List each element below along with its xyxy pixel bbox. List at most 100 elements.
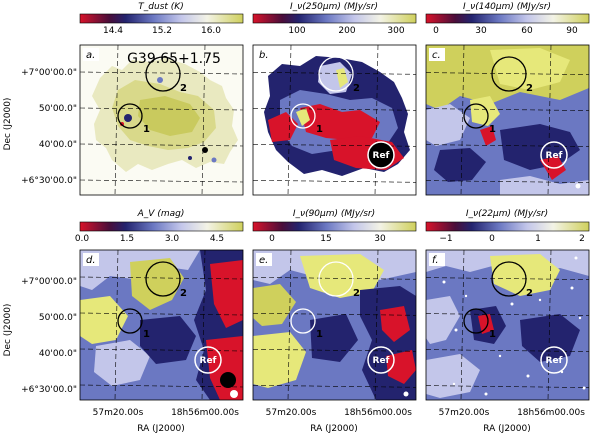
grid-line	[425, 313, 590, 316]
cbar-tick: 90	[566, 26, 578, 36]
source-2-label: 2	[526, 288, 533, 299]
grid-line	[252, 108, 417, 111]
ra-tick: 57m20.00s	[93, 408, 144, 418]
grid-line	[252, 144, 417, 147]
source-1-circle	[463, 308, 489, 334]
source-2-label: 2	[526, 83, 533, 94]
panel-d: A_V (mag) 0.0 1.5 3.0 4.5	[75, 209, 244, 401]
dec-tick: +7°00'00.0"	[21, 68, 77, 78]
source-1-label: 1	[143, 124, 150, 135]
cbar-tick: 300	[387, 26, 404, 36]
panel-overlay: 2 1 Ref e.	[252, 249, 417, 401]
grid-line	[425, 349, 590, 352]
grid-line	[425, 385, 590, 388]
panel-e-title: I_ν(90μm) (MJy/sr)	[293, 209, 375, 219]
grid-line	[79, 71, 244, 75]
cbar-tick: 30	[475, 26, 487, 36]
grid-line	[252, 277, 417, 280]
cbar-tick: 1.5	[120, 234, 134, 244]
panel-b-colorbar	[252, 13, 417, 24]
grid-line	[79, 143, 244, 147]
ra-axis-label: RA (J2000)	[483, 424, 531, 434]
panel-letter-box	[83, 253, 99, 266]
dec-ticks-top: +7°00'00.0" 50'00.0" 40'00.0" +6°30'00.0…	[21, 68, 77, 186]
panel-b-cbar-ticks: 100 200 300	[288, 26, 404, 36]
cbar-tick: 100	[288, 26, 305, 36]
panel-f: I_ν(22μm) (MJy/sr) −1 0 1 2	[425, 209, 590, 401]
panel-c-cbar-ticks: 0 30 60 90	[433, 26, 578, 36]
ref-label: Ref	[546, 151, 563, 161]
ref-label: Ref	[373, 356, 390, 366]
panel-b-title: I_ν(250μm) (MJy/sr)	[290, 2, 378, 12]
dec-ticks-bottom: +7°00'00.0" 50'00.0" 40'00.0" +6°30'00.0…	[21, 277, 77, 395]
source-1-label: 1	[489, 329, 496, 340]
source-2-label: 2	[353, 83, 360, 94]
panel-letter: c.	[432, 50, 441, 61]
ref-circle	[194, 346, 222, 374]
cbar-tick: 1	[535, 234, 541, 244]
grid-line	[79, 348, 244, 352]
grid-line	[79, 384, 244, 388]
panel-overlay: 2 1 Ref c.	[425, 44, 590, 196]
panel-e: I_ν(90μm) (MJy/sr) 0 15 30	[252, 209, 417, 401]
ref-circle	[367, 141, 395, 169]
source-2-circle	[318, 261, 354, 297]
grid-line	[460, 44, 465, 196]
panel-b: I_ν(250μm) (MJy/sr) 100 200 300	[252, 2, 417, 196]
grid-line	[374, 44, 379, 196]
grid-line	[547, 249, 552, 401]
panel-letter-box	[83, 48, 99, 61]
grid-line	[252, 385, 417, 388]
source-2-circle	[145, 261, 181, 297]
grid-line	[252, 72, 417, 75]
cbar-tick: 15.2	[152, 26, 172, 36]
grid-line	[201, 249, 206, 401]
panel-c-title: I_ν(140μm) (MJy/sr)	[463, 2, 551, 12]
cbar-tick: 0	[489, 234, 495, 244]
source-1-circle	[117, 308, 143, 334]
panel-e-cbar-ticks: 0 15 30	[269, 234, 386, 244]
grid-line	[252, 180, 417, 183]
source-2-circle	[145, 56, 181, 92]
ref-label: Ref	[200, 356, 217, 366]
grid-line	[287, 44, 292, 196]
panel-d-cbar-ticks: 0.0 1.5 3.0 4.5	[75, 234, 224, 244]
grid-line	[252, 313, 417, 316]
panel-overlay: 2 1 a.	[79, 44, 244, 196]
ra-tick: 18h56m00.00s	[344, 408, 412, 418]
source-1-label: 1	[489, 124, 496, 135]
grid-line	[425, 144, 590, 147]
panel-letter: e.	[259, 255, 268, 266]
panel-a-map	[80, 45, 243, 195]
cbar-tick: 0	[433, 26, 439, 36]
source-2-circle	[491, 56, 527, 92]
panel-a-colorbar	[79, 13, 244, 24]
ref-label: Ref	[373, 151, 390, 161]
panel-overlay: 2 1 Ref f.	[425, 249, 590, 401]
dec-axis-label-top: Dec (J2000)	[3, 98, 13, 151]
grid-line	[114, 249, 119, 401]
source-2-label: 2	[353, 288, 360, 299]
grid-line	[460, 249, 465, 401]
panel-c-colorbar	[425, 13, 590, 24]
panel-letter: a.	[86, 50, 95, 61]
source-2-circle	[491, 261, 527, 297]
panel-letter-box	[429, 48, 445, 61]
source-2-circle	[318, 56, 354, 92]
panel-letter: f.	[432, 255, 439, 266]
cbar-tick: 0.0	[75, 234, 90, 244]
ref-circle	[540, 141, 568, 169]
panel-d-colorbar	[79, 221, 244, 232]
dec-tick: 40'00.0"	[39, 349, 77, 359]
source-1-label: 1	[316, 329, 323, 340]
grid-line	[547, 44, 552, 196]
panel-f-cbar-ticks: −1 0 1 2	[439, 234, 585, 244]
panel-overlay: 2 1 Ref b.	[252, 44, 417, 196]
panel-b-map	[253, 45, 416, 195]
dec-tick: 40'00.0"	[39, 140, 77, 150]
grid-line	[79, 312, 244, 316]
ref-label: Ref	[546, 356, 563, 366]
object-title: G39.65+1.75	[127, 51, 221, 67]
panel-letter: b.	[259, 50, 269, 61]
